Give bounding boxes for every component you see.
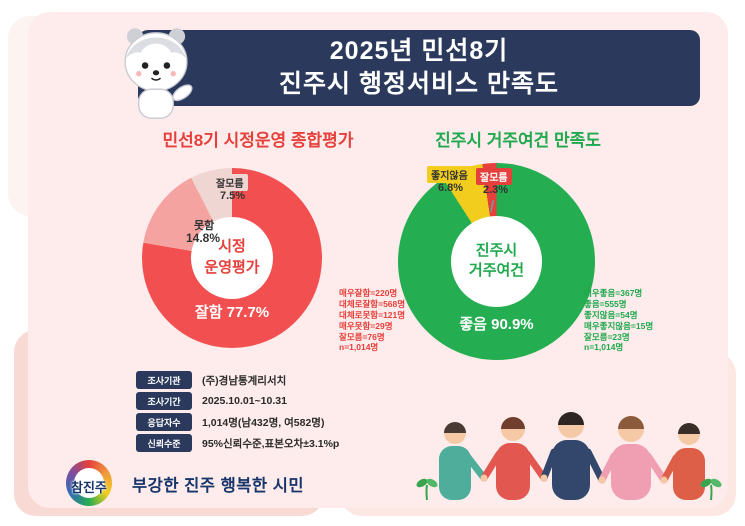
right-callout-notgood-label: 좋지않음 xyxy=(427,166,472,183)
right-center-label-line2: 거주여건 xyxy=(468,262,525,280)
left-donut-chart: 시정 운영평가 잘함 77.7% xyxy=(142,168,322,348)
right-donut-chart: 진주시 거주여건 좋음 90.9% xyxy=(398,163,595,360)
cham-jinju-logo: 참진주 xyxy=(66,456,130,514)
left-center-label-line1: 시정 xyxy=(218,238,246,256)
survey-row: 조사기관 (주)경남통계리서치 xyxy=(136,371,339,389)
detail-line: 대체로못함=121명 xyxy=(339,309,406,320)
sprout-right-icon xyxy=(700,478,722,501)
page-title-line1: 2025년 민선8기 xyxy=(329,36,509,65)
right-main-slice-label: 좋음 90.9% xyxy=(459,316,534,333)
detail-line: 매우못함=29명 xyxy=(339,320,393,331)
left-center-label-line2: 운영평가 xyxy=(204,258,260,276)
detail-line: 좋음=555명 xyxy=(584,298,627,309)
survey-row: 조사기간 2025.10.01~10.31 xyxy=(136,392,339,410)
detail-line: 좋지않음=54명 xyxy=(584,309,638,320)
survey-row: 응답자수 1,014명(남432명, 여582명) xyxy=(136,413,339,431)
left-main-slice-label: 잘함 77.7% xyxy=(194,304,270,321)
detail-line: n=1,014명 xyxy=(584,342,624,353)
left-chart-title: 민선8기 시정운영 종합평가 xyxy=(162,131,354,150)
survey-row-label: 조사기관 xyxy=(136,371,192,389)
survey-row-value: 1,014명(남432명, 여582명) xyxy=(202,416,325,429)
mascot-illustration xyxy=(124,28,193,119)
logo-ring xyxy=(66,460,112,506)
survey-row-value: 2025.10.01~10.31 xyxy=(202,395,287,407)
header-banner: 2025년 민선8기 진주시 행정서비스 만족도 xyxy=(138,30,700,106)
detail-line: 매우좋음=367명 xyxy=(584,288,643,298)
left-callout-bad-label: 못함 xyxy=(194,220,215,232)
sprout-left-icon xyxy=(416,478,438,501)
survey-row-label: 신뢰수준 xyxy=(136,434,192,452)
left-chart-details: 매우잘함=220명 대체로잘함=568명 대체로못함=121명 매우못함=29명… xyxy=(339,288,405,353)
detail-line: 매우좋지않음=15명 xyxy=(584,320,654,331)
detail-line: 매우잘함=220명 xyxy=(339,288,398,298)
survey-row-label: 조사기간 xyxy=(136,392,192,410)
detail-line: 대체로잘함=568명 xyxy=(339,298,406,309)
detail-line: 잘모름=76명 xyxy=(339,331,385,342)
survey-info-table: 조사기관 (주)경남통계리서치 조사기간 2025.10.01~10.31 응답… xyxy=(136,371,340,456)
right-center-label-line1: 진주시 xyxy=(475,241,518,259)
people-illustration xyxy=(416,412,722,501)
right-chart-title: 진주시 거주여건 만족도 xyxy=(435,131,601,150)
left-callout-bad-pct: 14.8% xyxy=(186,231,221,245)
right-donut-center: 진주시 거주여건 xyxy=(451,216,542,307)
right-callout-notgood-pct: 6.8% xyxy=(438,182,464,194)
survey-row-value: (주)경남통계리서치 xyxy=(202,374,287,387)
right-callout-unknown-label: 잘모름 xyxy=(476,168,512,185)
survey-row-label: 응답자수 xyxy=(136,413,192,431)
page-title-line2: 진주시 행정서비스 만족도 xyxy=(279,70,559,98)
city-slogan: 부강한 진주 행복한 시민 xyxy=(132,477,305,495)
right-callout-unknown-pct: 2.3% xyxy=(483,184,509,196)
detail-line: 잘모름=23명 xyxy=(584,331,630,342)
left-donut-center: 시정 운영평가 xyxy=(190,216,274,300)
left-callout-unknown-label: 잘모름 xyxy=(212,174,248,191)
detail-line: n=1,014명 xyxy=(339,342,379,353)
survey-row-value: 95%신뢰수준,표본오차±3.1%p xyxy=(202,437,340,450)
left-callout-unknown-pct: 7.5% xyxy=(220,190,246,202)
logo-text: 참진주 xyxy=(71,480,107,495)
survey-row: 신뢰수준 95%신뢰수준,표본오차±3.1%p xyxy=(136,434,340,452)
right-chart-details: 매우좋음=367명 좋음=555명 좋지않음=54명 매우좋지않음=15명 잘모… xyxy=(584,288,653,353)
main-card: 2025년 민선8기 진주시 행정서비스 만족도 민선8기 시정운영 종합평가 … xyxy=(28,12,728,508)
